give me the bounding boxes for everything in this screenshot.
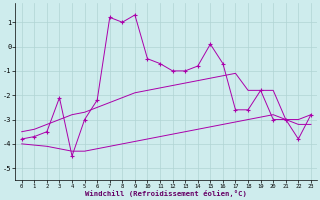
- X-axis label: Windchill (Refroidissement éolien,°C): Windchill (Refroidissement éolien,°C): [85, 190, 247, 197]
